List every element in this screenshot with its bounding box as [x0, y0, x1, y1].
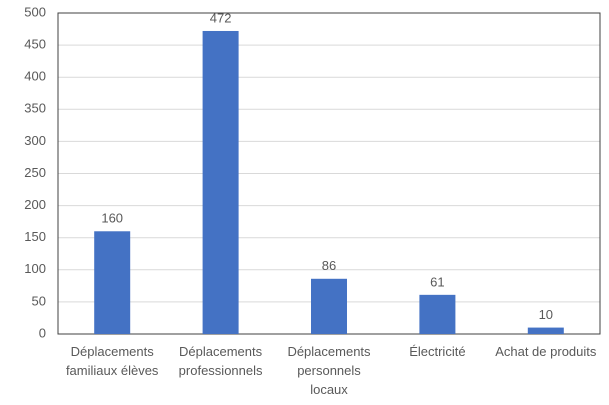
bar	[527, 327, 564, 334]
y-tick-label: 300	[24, 133, 46, 148]
x-tick-label: Électricité	[409, 344, 466, 359]
y-tick-label: 400	[24, 69, 46, 84]
y-tick-label: 50	[32, 293, 46, 308]
data-label: 61	[430, 274, 444, 289]
x-tick-label: Déplacements professionnels	[178, 344, 263, 378]
y-tick-label: 100	[24, 261, 46, 276]
x-tick-label-box: Déplacements personnels locaux	[287, 344, 371, 397]
data-label: 160	[101, 211, 123, 226]
y-tick-label: 200	[24, 197, 46, 212]
y-tick-label: 500	[24, 4, 46, 19]
y-tick-label: 0	[39, 325, 46, 340]
data-label: 472	[210, 10, 232, 25]
y-tick-label: 450	[24, 37, 46, 52]
x-tick-label: Déplacements familiaux élèves	[65, 344, 159, 378]
bar	[94, 231, 131, 334]
x-tick-label: Déplacements personnels locaux	[287, 344, 371, 397]
y-tick-label: 350	[24, 101, 46, 116]
x-tick-label: Achat de produits	[495, 344, 597, 359]
x-tick-label-box: Déplacements familiaux élèves	[65, 344, 159, 378]
bar	[202, 30, 239, 334]
y-tick-label: 250	[24, 165, 46, 180]
x-tick-label-box: Déplacements professionnels	[178, 344, 263, 378]
data-label: 86	[322, 258, 336, 273]
bar	[419, 294, 456, 334]
x-tick-label-box: Électricité	[409, 344, 466, 359]
bar	[311, 278, 347, 334]
x-tick-label-box: Achat de produits	[495, 344, 597, 359]
y-tick-label: 150	[24, 229, 46, 244]
data-label: 10	[539, 307, 553, 322]
